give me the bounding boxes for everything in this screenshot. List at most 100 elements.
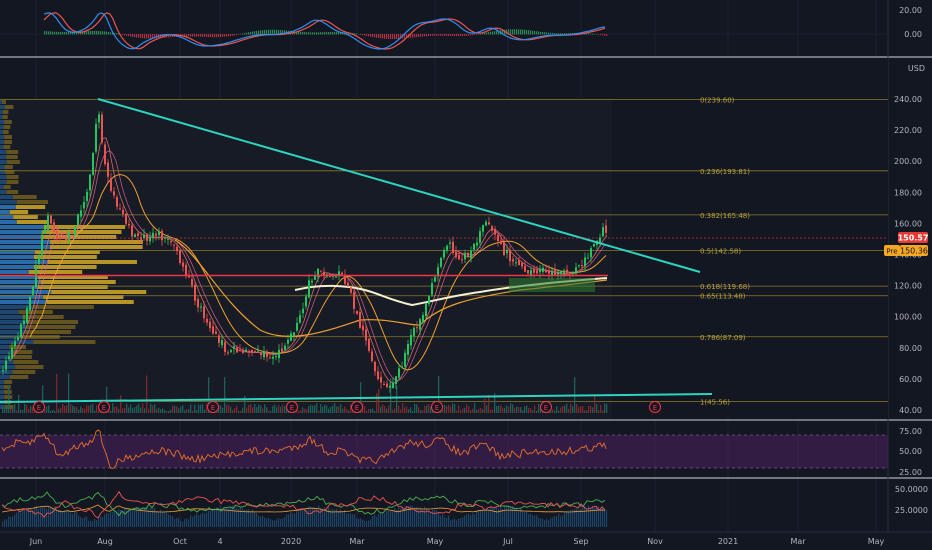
dmi-histogram-bar — [390, 510, 392, 527]
di-plus-line — [1, 491, 606, 517]
candle-body — [65, 238, 67, 240]
volume-profile-down — [18, 310, 53, 314]
macd-histogram-bar — [298, 31, 300, 35]
candle-body — [62, 237, 64, 239]
dmi-histogram-bar — [354, 514, 356, 527]
dmi-histogram-bar — [290, 512, 292, 527]
axis-currency-label: USD — [908, 64, 925, 73]
dmi-pane[interactable] — [1, 490, 608, 527]
volume-profile-down — [6, 190, 19, 194]
dmi-histogram-bar — [122, 510, 124, 527]
candle-body — [536, 270, 538, 274]
last-price-badge — [898, 232, 928, 243]
dmi-histogram-bar — [68, 510, 70, 527]
price-axis[interactable]: USD 240.00220.00200.00180.00160.00140.00… — [894, 6, 928, 515]
candle-body — [560, 271, 562, 274]
earnings-marker — [540, 401, 552, 413]
volume-profile-up — [0, 120, 5, 124]
volume-bar — [380, 406, 382, 413]
dmi-histogram-bar — [334, 509, 336, 527]
premarket-price-badge — [900, 245, 928, 256]
dmi-histogram-bar — [288, 514, 290, 527]
volume-bar — [470, 410, 472, 413]
dmi-histogram-bar — [88, 520, 90, 527]
volume-bar — [266, 407, 268, 413]
volume-bar — [184, 410, 186, 413]
volume-bar — [528, 407, 530, 413]
rsi-pane[interactable] — [0, 429, 888, 469]
volume-profile-down — [51, 290, 147, 294]
macd-histogram-bar — [540, 31, 542, 35]
dmi-histogram-bar — [8, 516, 10, 527]
time-axis-label: May — [868, 537, 885, 546]
macd-histogram-bar — [504, 29, 506, 35]
candlesticks[interactable] — [2, 111, 607, 393]
dmi-histogram-bar — [42, 505, 44, 527]
volume-bar — [96, 405, 98, 413]
volume-bar — [332, 405, 334, 413]
macd-histogram-bar — [236, 34, 238, 36]
macd-histogram-bar — [270, 29, 272, 35]
macd-histogram-bar — [418, 34, 420, 37]
dmi-histogram-bar — [250, 512, 252, 527]
volume-bar — [510, 403, 512, 413]
macd-histogram-bar — [488, 32, 490, 35]
candle-body — [86, 191, 88, 201]
dmi-histogram-bar — [436, 510, 438, 527]
dmi-histogram-bar — [94, 518, 96, 527]
volume-profile-up — [0, 330, 25, 334]
macd-histogram-bar — [486, 32, 488, 35]
volume-bar — [154, 404, 156, 413]
candle-body — [209, 321, 211, 329]
candle-body — [545, 270, 547, 273]
dmi-histogram-bar — [380, 512, 382, 527]
volume-bar — [158, 407, 160, 413]
dmi-histogram-bar — [240, 506, 242, 527]
dmi-histogram-bar — [296, 510, 298, 527]
macd-histogram-bar — [366, 34, 368, 36]
macd-histogram-bar — [84, 31, 86, 35]
candle-body — [254, 350, 256, 352]
macd-histogram-bar — [606, 34, 608, 36]
volume-bar — [78, 409, 80, 413]
volume-bar — [320, 404, 322, 413]
volume-profile-down — [49, 245, 143, 249]
volume-bar — [326, 405, 328, 413]
macd-histogram-bar — [322, 32, 324, 35]
price-pane[interactable]: 0(239.60) 0.236(193.81) 0.382(165.48) 0.5(1… — [0, 58, 888, 419]
drawings[interactable] — [0, 98, 888, 403]
volume-bar — [216, 410, 218, 413]
macd-histogram-bar — [396, 34, 398, 39]
earnings-marker — [207, 401, 219, 413]
macd-histogram-bar — [460, 34, 462, 36]
earnings-marker — [649, 401, 661, 413]
candle-body — [305, 296, 307, 307]
macd-histogram-bar — [194, 34, 196, 37]
volume-bar — [348, 410, 350, 413]
candle-body — [221, 340, 223, 346]
macd-histogram-bar — [46, 31, 48, 35]
macd-histogram-bar — [204, 34, 206, 37]
macd-histogram-bar — [360, 34, 362, 35]
dmi-histogram-bar — [356, 518, 358, 527]
volume-profile-down — [9, 210, 29, 214]
macd-histogram-bar — [484, 32, 486, 35]
volume-profile-down — [6, 150, 19, 154]
volume-bar — [284, 406, 286, 413]
volume-bar — [340, 404, 342, 413]
time-axis[interactable]: Jun Aug Oct 4 2020 Mar May Jul Sep Nov 2021 Mar May — [29, 537, 885, 546]
macd-histogram-bar — [380, 34, 382, 39]
volume-profile-up — [0, 260, 48, 264]
volume-profile-up — [0, 325, 27, 329]
volume-bar — [590, 406, 592, 413]
dmi-histogram-bar — [126, 508, 128, 527]
macd-pane[interactable] — [0, 12, 888, 50]
macd-histogram-bar — [554, 33, 556, 35]
macd-histogram-bar — [468, 34, 470, 36]
dmi-histogram-bar — [384, 513, 386, 527]
volume-bar — [454, 404, 456, 413]
volume-bar — [314, 405, 316, 413]
volume-bar — [468, 406, 470, 413]
